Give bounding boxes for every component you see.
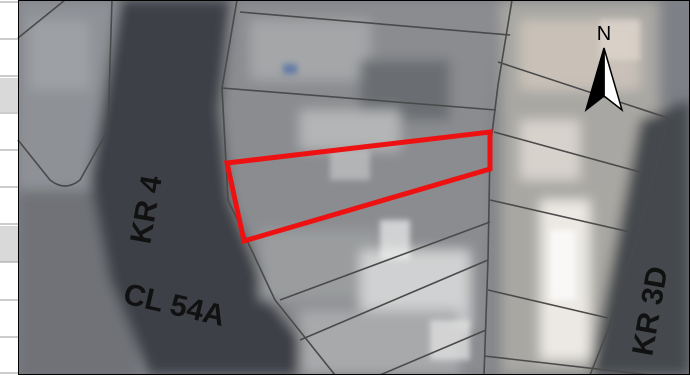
parcel-boundaries xyxy=(17,0,669,376)
highlighted-parcel xyxy=(223,129,493,245)
parcel-line xyxy=(379,329,487,376)
parcel-line xyxy=(493,131,641,173)
left-gutter xyxy=(0,0,18,375)
parcel-line xyxy=(489,199,631,233)
parcel-line xyxy=(299,259,489,341)
parcel-line xyxy=(279,221,491,301)
parcel-line xyxy=(639,117,669,229)
north-arrow-icon: N xyxy=(584,23,624,113)
parcel-line xyxy=(589,227,641,376)
north-label: N xyxy=(597,23,611,45)
parcel-line xyxy=(17,0,113,187)
parcel-line xyxy=(17,0,66,39)
parcel-line xyxy=(221,87,497,111)
parcel-line xyxy=(221,0,336,376)
parcel-line xyxy=(483,355,651,376)
parcel-line xyxy=(239,11,511,36)
parcel-line xyxy=(487,289,609,319)
parcel-line xyxy=(497,61,669,119)
aerial-imagery xyxy=(18,0,690,375)
